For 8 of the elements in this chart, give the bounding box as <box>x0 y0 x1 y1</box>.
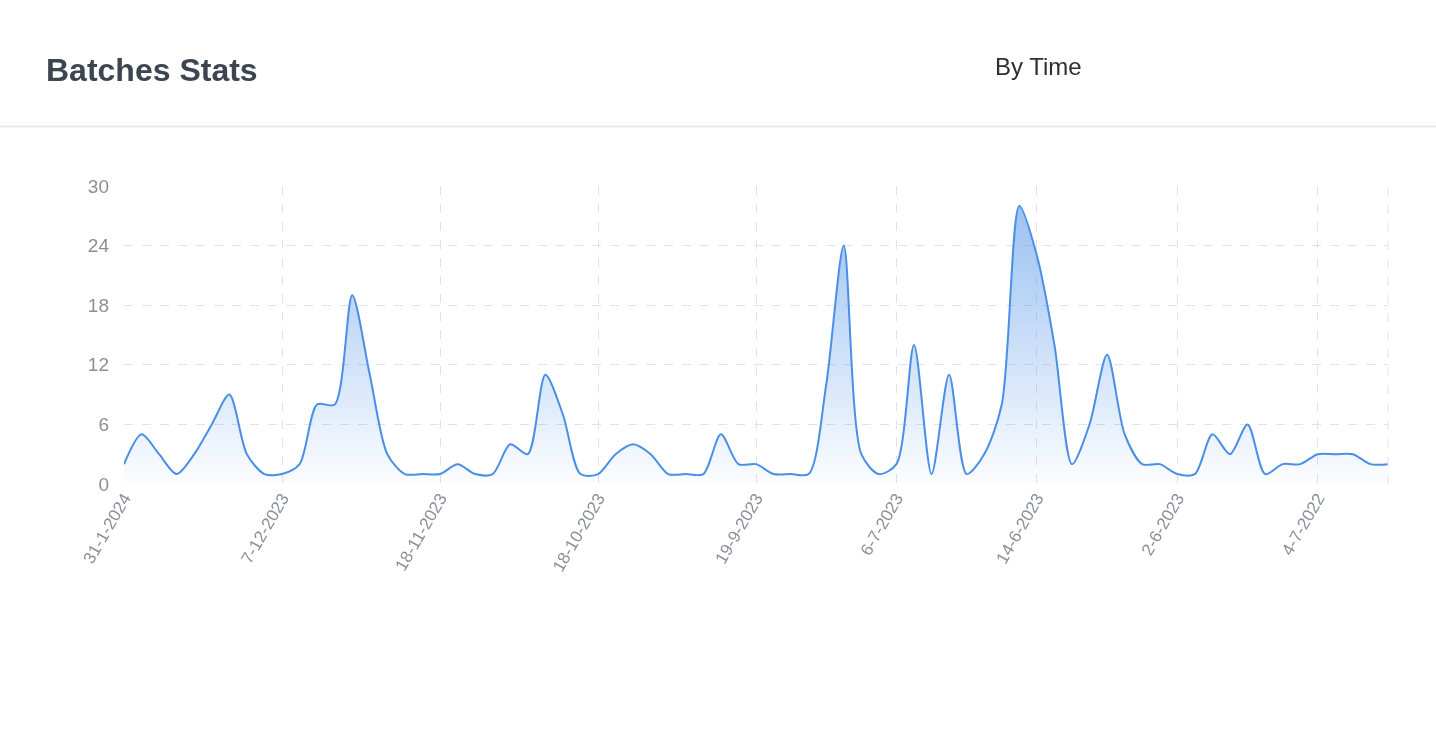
y-tick-label: 6 <box>98 414 109 436</box>
y-tick-label: 24 <box>87 235 110 257</box>
y-tick-label: 18 <box>87 294 109 316</box>
chart-title: Batches Stats <box>46 52 258 89</box>
y-tick-label: 12 <box>87 354 109 376</box>
y-tick-label: 0 <box>98 473 109 495</box>
text: By Time <box>995 53 1082 80</box>
y-tick-label: 30 <box>87 175 109 197</box>
